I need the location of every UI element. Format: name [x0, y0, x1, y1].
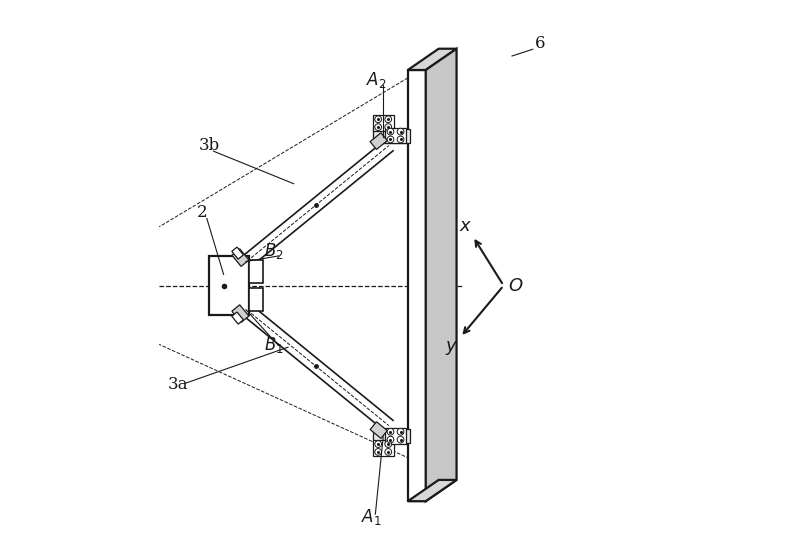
Polygon shape	[232, 305, 249, 323]
Text: $B_1$: $B_1$	[265, 335, 284, 355]
Polygon shape	[232, 249, 249, 267]
Text: $x$: $x$	[459, 217, 473, 235]
Polygon shape	[408, 49, 457, 70]
Polygon shape	[370, 133, 387, 150]
Circle shape	[397, 136, 404, 143]
Polygon shape	[426, 49, 457, 501]
Circle shape	[397, 128, 404, 135]
Circle shape	[387, 136, 394, 143]
Polygon shape	[385, 428, 406, 444]
Circle shape	[387, 128, 394, 135]
Polygon shape	[374, 429, 410, 443]
Polygon shape	[250, 260, 263, 283]
Circle shape	[374, 449, 382, 455]
Text: 2: 2	[198, 204, 208, 221]
Circle shape	[397, 428, 404, 435]
Circle shape	[387, 428, 394, 435]
Circle shape	[385, 441, 392, 447]
Polygon shape	[385, 128, 406, 143]
Polygon shape	[232, 247, 243, 259]
Polygon shape	[370, 422, 387, 438]
Polygon shape	[232, 312, 243, 324]
Circle shape	[374, 124, 382, 130]
Text: $A_1$: $A_1$	[361, 507, 382, 527]
Text: $O$: $O$	[508, 277, 524, 295]
Circle shape	[385, 449, 392, 455]
Circle shape	[385, 116, 392, 123]
Circle shape	[387, 436, 394, 443]
Polygon shape	[408, 480, 457, 501]
Circle shape	[385, 124, 392, 130]
Circle shape	[374, 116, 382, 123]
Text: $y$: $y$	[446, 339, 458, 357]
Polygon shape	[408, 70, 426, 501]
Polygon shape	[373, 115, 394, 131]
Text: 6: 6	[534, 35, 545, 52]
Polygon shape	[374, 129, 410, 143]
Circle shape	[397, 436, 404, 443]
Text: $B_2$: $B_2$	[265, 241, 284, 261]
Polygon shape	[250, 288, 263, 311]
Text: 3a: 3a	[168, 376, 188, 393]
Text: 3b: 3b	[198, 137, 220, 154]
Text: $A_2$: $A_2$	[366, 70, 387, 90]
Polygon shape	[373, 440, 394, 456]
Circle shape	[374, 441, 382, 447]
Polygon shape	[209, 256, 250, 315]
